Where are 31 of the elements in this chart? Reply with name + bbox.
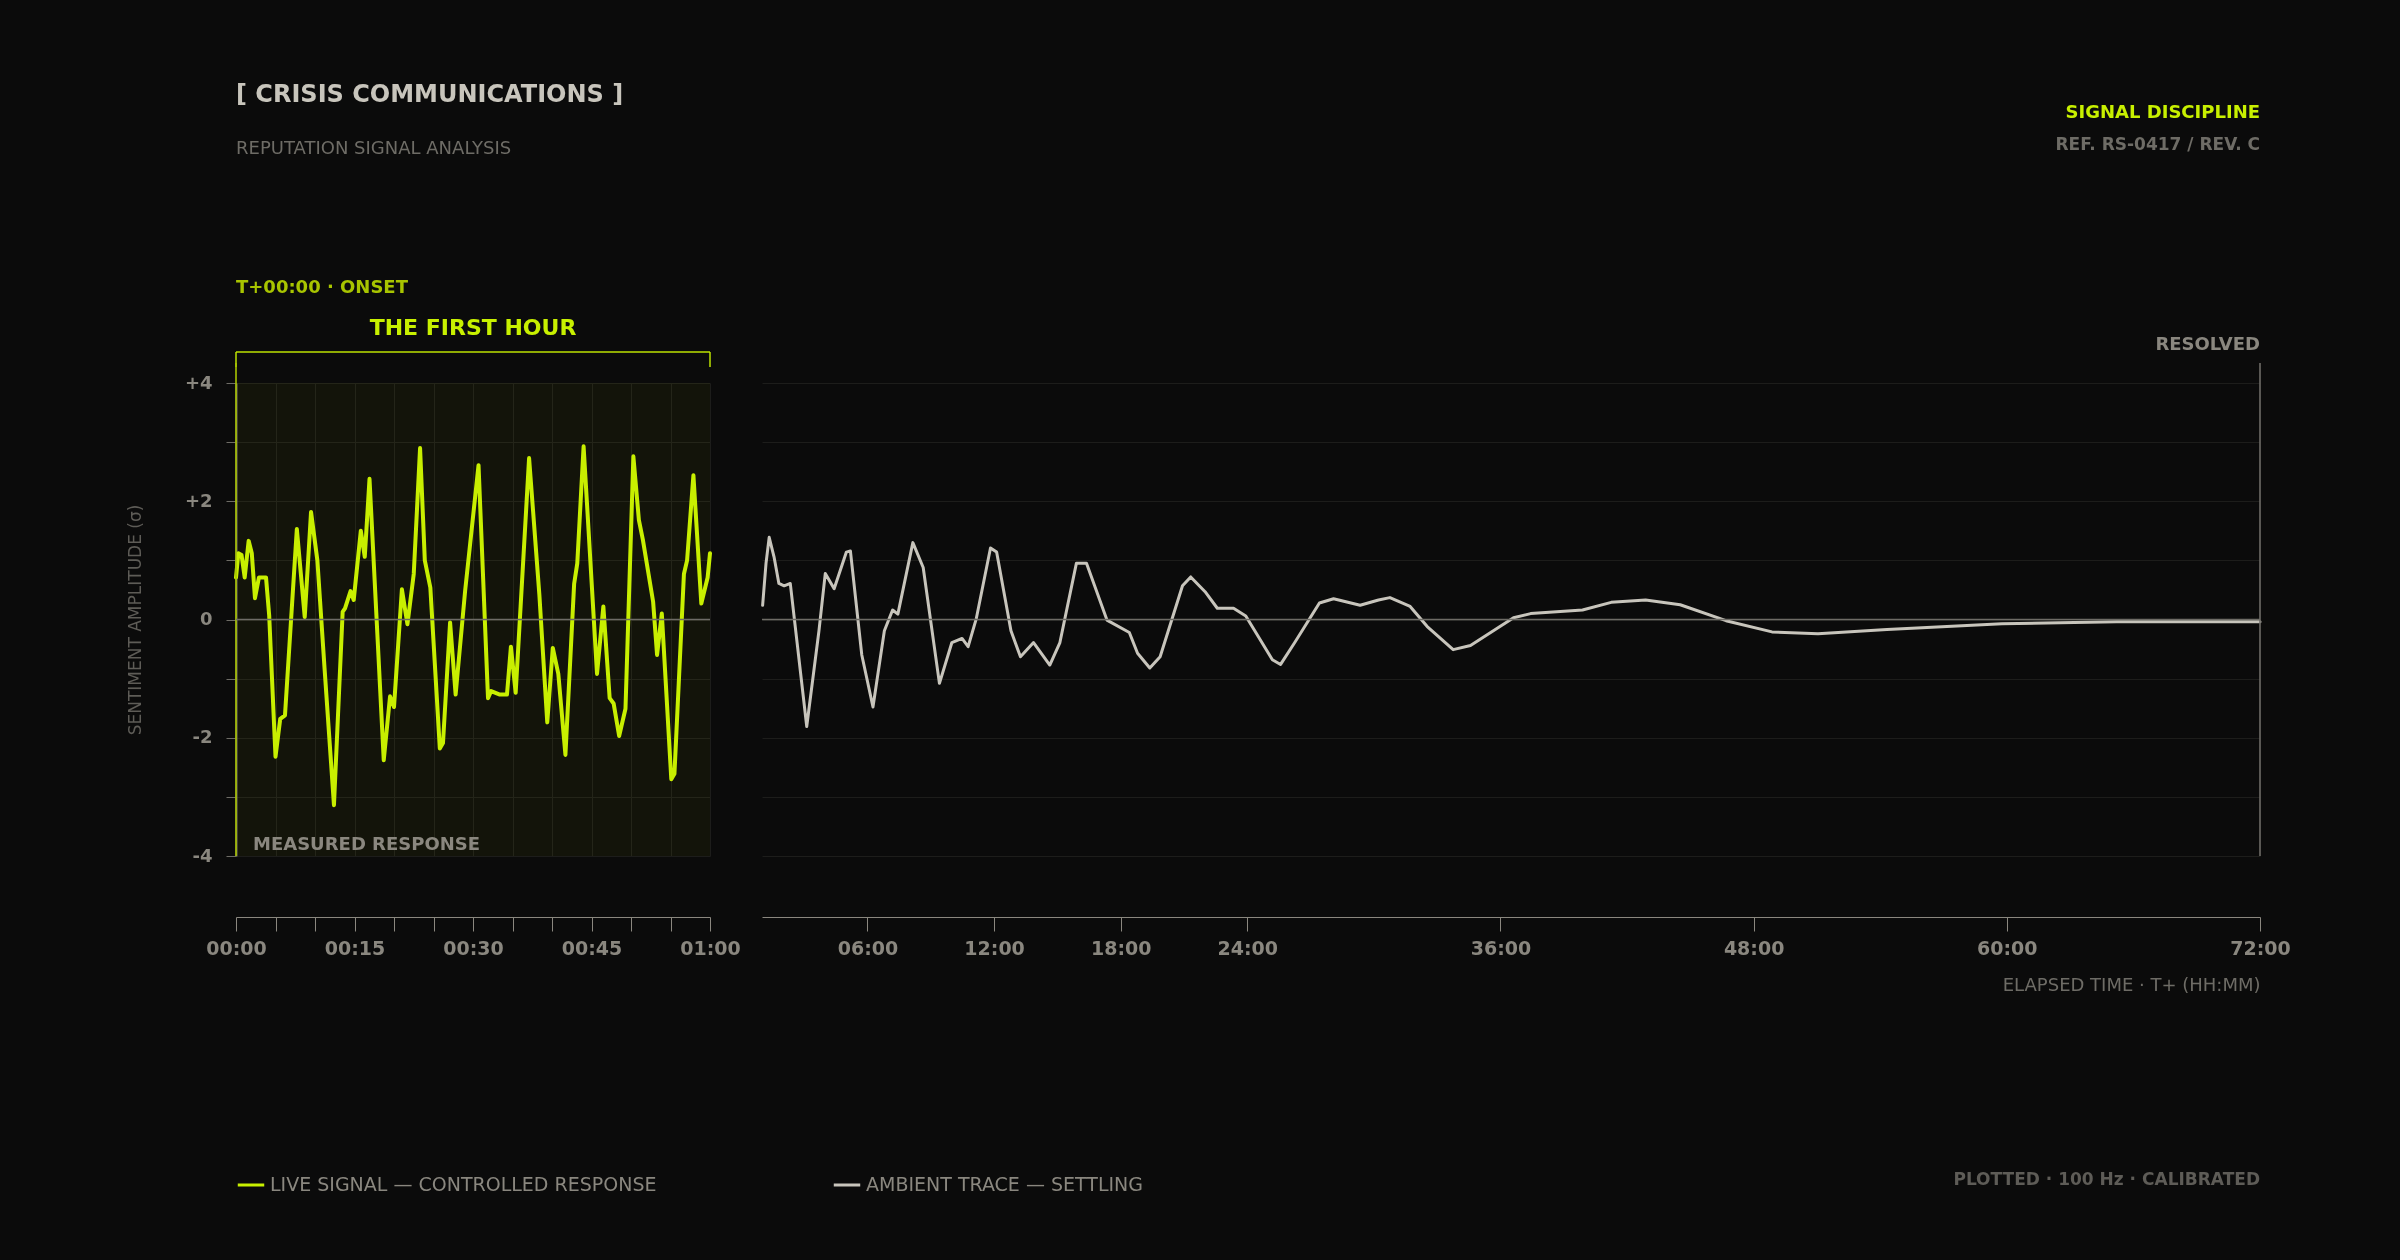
- y-tick-label: -2: [192, 726, 213, 748]
- x-tick-label: 72:00: [2230, 936, 2291, 959]
- y-tick-label: +4: [184, 371, 213, 393]
- text: PLOTTED · 100 Hz · CALIBRATED: [1953, 1169, 2260, 1189]
- x-tick-label: 01:00: [680, 936, 741, 959]
- y-tick-label: +2: [184, 489, 213, 511]
- x-tick-label: 18:00: [1090, 936, 1152, 959]
- text: SIGNAL DISCIPLINE: [2065, 101, 2260, 122]
- x-tick-label: 24:00: [1217, 936, 1279, 959]
- legend-label: AMBIENT TRACE — SETTLING: [866, 1173, 1144, 1195]
- x-tick-label: 00:15: [324, 936, 386, 959]
- y-tick-label: 0: [199, 608, 213, 629]
- legend-label: LIVE SIGNAL — CONTROLLED RESPONSE: [270, 1173, 657, 1195]
- annotation: MEASURED RESPONSE: [253, 833, 481, 854]
- band-label: THE FIRST HOUR: [369, 315, 577, 340]
- x-tick-label: 48:00: [1723, 936, 1785, 959]
- text: REF. RS-0417 / REV. C: [2055, 134, 2260, 154]
- x-tick-label: 00:45: [561, 936, 623, 959]
- x-tick-label: 00:00: [206, 936, 267, 959]
- x-tick-label: 60:00: [1977, 936, 2038, 959]
- chart-subtitle: REPUTATION SIGNAL ANALYSIS: [236, 137, 512, 158]
- x-tick-label: 36:00: [1470, 936, 1532, 959]
- x-tick-label: 06:00: [837, 936, 899, 959]
- x-tick-label: 00:30: [443, 936, 504, 959]
- y-tick-label: -4: [192, 844, 213, 866]
- ref-line-label: RESOLVED: [2155, 333, 2260, 354]
- chart-title: [ CRISIS COMMUNICATIONS ]: [236, 80, 624, 108]
- y-axis-title: SENTIMENT AMPLITUDE (σ): [124, 504, 145, 736]
- ref-line-label: T+00:00 · ONSET: [236, 276, 409, 297]
- x-axis-title: ELAPSED TIME · T+ (HH:MM): [2002, 973, 2261, 995]
- x-tick-label: 12:00: [964, 936, 1025, 959]
